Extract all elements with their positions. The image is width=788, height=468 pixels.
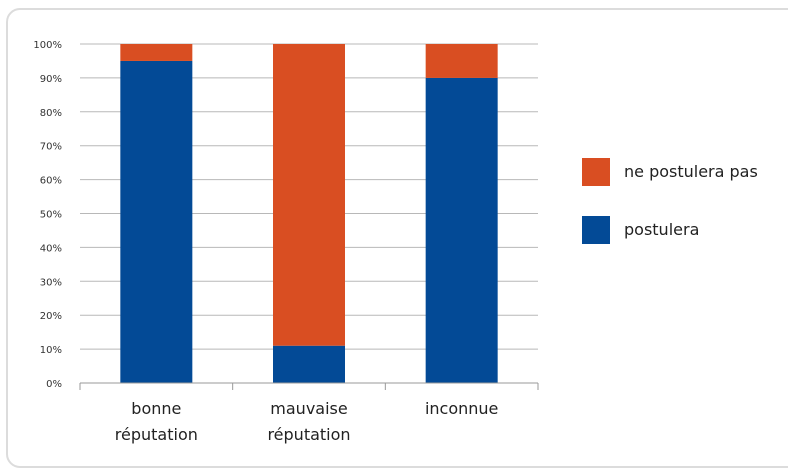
category-label: réputation	[115, 425, 198, 444]
legend-swatch	[582, 158, 610, 186]
category-label: inconnue	[425, 399, 498, 418]
y-tick-label: 40%	[40, 243, 62, 254]
legend: ne postulera pas postulera	[582, 158, 758, 244]
y-tick-label: 10%	[40, 345, 62, 356]
y-tick-label: 80%	[40, 108, 62, 119]
bar-segment	[425, 77, 498, 384]
stacked-bar-chart: 0% 10% 20% 30% 40% 50% 60% 70% 80% 90% 100% bonne r…	[33, 40, 758, 444]
category-label: bonne	[131, 399, 181, 418]
y-tick-label: 90%	[40, 74, 62, 85]
category-label: réputation	[267, 425, 350, 444]
bars	[120, 44, 498, 384]
y-tick-label: 50%	[40, 210, 62, 221]
y-tick-label: 70%	[40, 142, 62, 153]
bar-segment	[120, 44, 193, 61]
legend-label: postulera	[624, 220, 699, 239]
category-label: mauvaise	[270, 399, 347, 418]
y-axis-ticks: 0% 10% 20% 30% 40% 50% 60% 70% 80% 90% 100%	[33, 40, 62, 390]
y-tick-label: 30%	[40, 277, 62, 288]
legend-label: ne postulera pas	[624, 162, 758, 181]
y-tick-label: 0%	[46, 379, 62, 390]
bar-segment	[273, 345, 345, 383]
bar-segment	[273, 44, 345, 346]
bar-segment	[425, 44, 498, 78]
x-axis-ticks	[79, 383, 539, 390]
bar-segment	[120, 60, 193, 383]
legend-swatch	[582, 216, 610, 244]
category-labels: bonne réputation mauvaise réputation inconnu…	[115, 399, 499, 444]
y-tick-label: 20%	[40, 311, 62, 322]
y-tick-label: 100%	[33, 40, 62, 51]
y-tick-label: 60%	[40, 176, 62, 187]
